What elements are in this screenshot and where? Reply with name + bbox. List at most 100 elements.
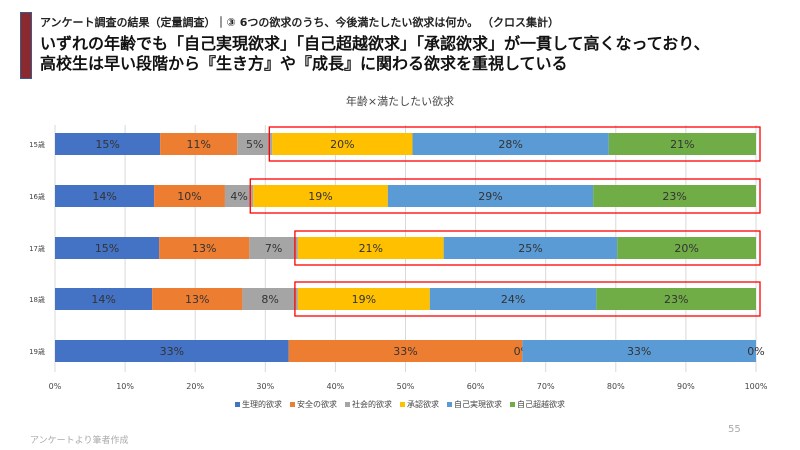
legend-swatch	[345, 402, 350, 407]
x-tick-label: 40%	[327, 382, 345, 391]
legend-item: 承認欲求	[400, 399, 439, 410]
data-label: 7%	[265, 242, 282, 255]
data-label: 33%	[627, 345, 651, 358]
data-label: 8%	[261, 293, 278, 306]
legend-item: 自己超越欲求	[510, 399, 565, 410]
bar-segment	[152, 288, 243, 310]
bar-segment	[154, 185, 225, 207]
legend-label: 自己超越欲求	[517, 400, 565, 409]
legend-item: 社会的欲求	[345, 399, 392, 410]
bar-segment	[288, 340, 523, 362]
bar-segment	[593, 185, 756, 207]
slide-title: いずれの年齢でも「自己実現欲求」「自己超越欲求」「承認欲求」が一貫して高くなって…	[40, 34, 710, 74]
x-tick-label: 70%	[537, 382, 555, 391]
bar-segment	[55, 237, 160, 259]
data-label: 5%	[246, 138, 263, 151]
accent-bar	[20, 12, 32, 79]
bar-segment	[297, 237, 444, 259]
bar-segment	[596, 288, 756, 310]
data-label: 4%	[230, 190, 247, 203]
data-label: 28%	[498, 138, 522, 151]
x-tick-label: 90%	[677, 382, 695, 391]
data-label: 21%	[359, 242, 383, 255]
x-tick-label: 80%	[607, 382, 625, 391]
data-label: 19%	[352, 293, 376, 306]
bar-segment	[55, 340, 289, 362]
legend-swatch	[400, 402, 405, 407]
slide-subtitle: アンケート調査の結果（定量調査）｜③ 6つの欲求のうち、今後満たしたい欲求は何か…	[40, 16, 559, 29]
data-label: 10%	[177, 190, 201, 203]
bar-segment	[55, 185, 155, 207]
title-line-1: いずれの年齢でも「自己実現欲求」「自己超越欲求」「承認欲求」が一貫して高くなって…	[40, 34, 710, 53]
title-line-2: 高校生は早い段階から『生き方』や『成長』に関わる欲求を重視している	[40, 54, 568, 73]
bar-segment	[159, 237, 250, 259]
bar-segment	[55, 288, 153, 310]
bar-segment	[412, 133, 609, 155]
data-label: 14%	[91, 293, 115, 306]
legend-label: 社会的欲求	[352, 400, 392, 409]
bar-segment	[242, 288, 298, 310]
y-tick-label: 18歳	[29, 295, 45, 304]
highlight-box	[268, 126, 761, 162]
page-number: 55	[728, 424, 741, 435]
bar-segment	[160, 133, 238, 155]
bar-segment	[608, 133, 756, 155]
data-label: 33%	[160, 345, 184, 358]
data-label: 20%	[674, 242, 698, 255]
y-tick-label: 19歳	[29, 347, 45, 356]
legend: 生理的欲求 安全の欲求 社会的欲求 承認欲求 自己実現欲求 自己超越欲求	[0, 399, 800, 410]
x-tick-label: 30%	[256, 382, 274, 391]
y-tick-label: 17歳	[29, 244, 45, 253]
data-label: 23%	[662, 190, 686, 203]
data-label: 29%	[478, 190, 502, 203]
bar-segment	[272, 133, 413, 155]
y-tick-label: 15歳	[29, 140, 45, 149]
highlight-box	[294, 281, 761, 317]
data-label: 33%	[393, 345, 417, 358]
data-label: 15%	[95, 138, 119, 151]
bar-segment	[443, 237, 618, 259]
legend-item: 安全の欲求	[290, 399, 337, 410]
data-label: 23%	[664, 293, 688, 306]
legend-swatch	[510, 402, 515, 407]
source-note: アンケートより筆者作成	[30, 436, 129, 446]
bar-segment	[224, 185, 254, 207]
x-tick-label: 50%	[397, 382, 415, 391]
x-tick-label: 60%	[467, 382, 485, 391]
data-label: 13%	[185, 293, 209, 306]
legend-swatch	[290, 402, 295, 407]
bar-segment	[237, 133, 273, 155]
bar-segment	[617, 237, 756, 259]
data-label: 24%	[501, 293, 525, 306]
data-label: 0%	[747, 345, 764, 358]
legend-label: 生理的欲求	[242, 400, 282, 409]
bar-segment	[387, 185, 594, 207]
data-label: 20%	[330, 138, 354, 151]
x-tick-label: 10%	[116, 382, 134, 391]
bar-segment	[297, 288, 430, 310]
legend-swatch	[235, 402, 240, 407]
data-label: 21%	[670, 138, 694, 151]
data-label: 14%	[92, 190, 116, 203]
legend-label: 安全の欲求	[297, 400, 337, 409]
highlight-box	[294, 230, 761, 266]
data-label: 11%	[186, 138, 210, 151]
legend-item: 生理的欲求	[235, 399, 282, 410]
x-tick-label: 0%	[49, 382, 62, 391]
legend-label: 自己実現欲求	[454, 400, 502, 409]
data-label: 15%	[95, 242, 119, 255]
legend-item: 自己実現欲求	[447, 399, 502, 410]
x-tick-label: 20%	[186, 382, 204, 391]
x-tick-label: 100%	[745, 382, 768, 391]
bar-segment	[55, 133, 161, 155]
y-tick-label: 16歳	[29, 192, 45, 201]
bar-segment	[253, 185, 388, 207]
chart-title: 年齢×満たしたい欲求	[345, 95, 455, 108]
legend-swatch	[447, 402, 452, 407]
legend-label: 承認欲求	[407, 400, 439, 409]
data-label: 13%	[192, 242, 216, 255]
bar-segment	[429, 288, 597, 310]
bar-segment	[522, 340, 756, 362]
bar-segment	[249, 237, 298, 259]
